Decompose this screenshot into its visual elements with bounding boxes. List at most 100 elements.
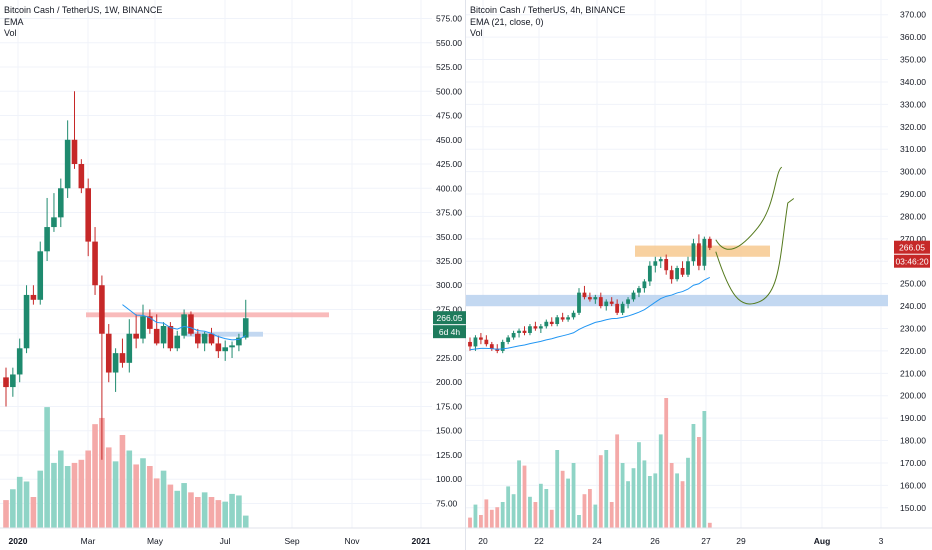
left-candle-body [3,377,9,388]
right-candle-body [500,341,505,351]
right-volume-bar [609,502,614,528]
left-time-axis: 2020 Mar May Jul Sep Nov 2021 [0,527,466,546]
right-candle-body [489,344,494,349]
left-ema-label[interactable]: EMA [4,16,24,27]
right-volume-bar [615,434,620,528]
left-volume-bar [153,478,160,528]
left-candle-body [133,333,139,339]
left-volume-bar [201,492,208,528]
right-candle-body [702,238,707,266]
right-symbol-title[interactable]: Bitcoin Cash / TetherUS, 4h, BINANCE [470,5,626,15]
left-price-tick-label: 350.00 [436,232,462,242]
left-candle-body [229,345,235,348]
right-time-tick-label: 26 [650,536,660,546]
right-volume-bar [604,450,609,528]
right-volume-bar [669,463,674,528]
right-price-tick-label: 210.00 [900,368,926,378]
right-legend: Bitcoin Cash / TetherUS, 4h, BINANCE EMA… [470,5,625,40]
right-candle-body [675,267,679,280]
left-chart-svg[interactable]: 575.00 550.00 525.00 500.00 475.00 450.00 425.… [0,0,466,550]
left-volume-bar [160,470,167,528]
left-price-tick-label: 400.00 [436,183,462,193]
right-candle-body [593,297,598,300]
right-candle-body [506,337,511,342]
left-volume-bar [188,492,194,528]
right-price-tick-label: 170.00 [900,458,926,468]
right-chart-pane[interactable]: Bitcoin Cash / TetherUS, 4h, BINANCE EMA… [466,0,932,550]
right-candle-body [647,265,652,282]
right-blue-zone[interactable] [466,294,888,307]
left-candle-body [181,314,187,336]
right-candle-body [588,297,592,300]
left-symbol-title[interactable]: Bitcoin Cash / TetherUS, 1W, BINANCE [4,5,163,15]
right-projection-curve-a[interactable] [715,166,783,250]
right-candle-body [626,299,630,304]
right-candle-body [571,312,576,318]
left-candle-body [99,285,105,334]
right-volume-bar [577,515,581,528]
left-support-zone[interactable] [185,331,263,337]
left-time-tick-label: Mar [81,536,96,546]
right-candles [468,234,712,354]
left-price-tick-label: 375.00 [436,208,462,218]
right-price-tag-value: 266.05 [899,243,925,253]
left-candle-body [126,333,133,363]
left-legend: Bitcoin Cash / TetherUS, 1W, BINANCE EMA… [4,5,162,40]
left-price-tick-label: 550.00 [436,38,462,48]
left-price-tick-label: 500.00 [436,86,462,96]
left-resistance-zone[interactable] [86,312,329,318]
right-candle-body [479,337,483,340]
left-candle-body [64,139,71,189]
right-price-tick-label: 320.00 [900,122,926,132]
right-volume-bar [489,509,494,528]
left-candle-body [153,328,160,344]
right-candle-body [631,292,636,300]
left-candle-body [10,374,16,388]
right-candle-body [637,288,641,293]
right-time-tick-label: 27 [701,536,711,546]
right-time-tick-label: Aug [814,536,831,546]
right-volume-bar [533,502,538,528]
right-price-tick-label: 370.00 [900,10,926,20]
left-candle-body [222,347,228,352]
left-price-tick-label: 475.00 [436,111,462,121]
left-candle-body [92,241,98,286]
right-vol-label[interactable]: Vol [470,28,483,38]
right-volume-bar [626,481,630,528]
right-price-tick-label: 150.00 [900,503,926,513]
right-volume-bar [598,455,603,528]
left-volume-bar [181,483,187,528]
left-chart-pane[interactable]: Bitcoin Cash / TetherUS, 1W, BINANCE EMA… [0,0,466,550]
left-volume-bar [167,484,174,528]
left-price-tick-label: 575.00 [436,14,462,24]
right-candle-body [473,337,478,347]
left-price-tick-label: 100.00 [436,474,462,484]
right-candle-body [582,292,587,298]
right-candle-body [609,301,614,304]
right-volume-bar [664,398,669,528]
right-candle-body [566,317,570,320]
right-candle-body [560,317,565,320]
right-projection-curve-b[interactable] [715,198,795,305]
left-time-tick-label: 2020 [9,536,28,546]
left-price-tick-label: 125.00 [436,450,462,460]
right-volume-bar [484,499,489,528]
left-price-tick-label: 175.00 [436,401,462,411]
left-countdown-value: 6d 4h [439,327,461,337]
right-volume-bar [522,465,527,528]
right-time-tick-label: 3 [879,536,884,546]
right-chart-svg[interactable]: 370.00 360.00 350.00 340.00 330.00 320.00 310.… [466,0,932,550]
right-candle-body [484,339,489,345]
left-volume-bar [140,458,146,528]
left-time-tick-label: 2021 [412,536,431,546]
right-candle-body [680,267,685,275]
left-vol-label[interactable]: Vol [4,28,17,38]
left-candle-body [37,251,44,300]
right-ema-label[interactable]: EMA (21, close, 0) [470,16,544,27]
left-volume-bar [112,461,119,528]
right-candle-body [620,303,625,313]
right-volume-bar [697,437,701,528]
left-price-tick-label: 450.00 [436,135,462,145]
right-candle-body [555,317,560,325]
right-price-tick-label: 290.00 [900,189,926,199]
